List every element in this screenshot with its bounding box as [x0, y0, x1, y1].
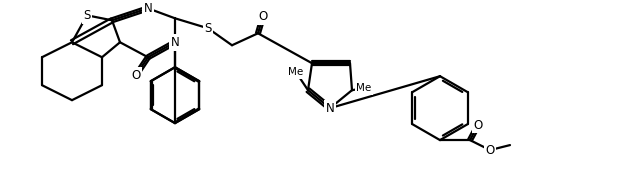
Text: O: O: [485, 144, 495, 157]
Text: O: O: [474, 119, 483, 132]
Text: O: O: [258, 10, 267, 23]
Text: Me: Me: [357, 83, 371, 93]
Text: N: N: [171, 36, 180, 49]
Text: Me: Me: [288, 67, 304, 77]
Text: S: S: [84, 9, 91, 22]
Text: O: O: [131, 69, 141, 82]
Text: S: S: [204, 22, 212, 35]
Text: N: N: [326, 102, 334, 115]
Text: N: N: [144, 2, 152, 15]
